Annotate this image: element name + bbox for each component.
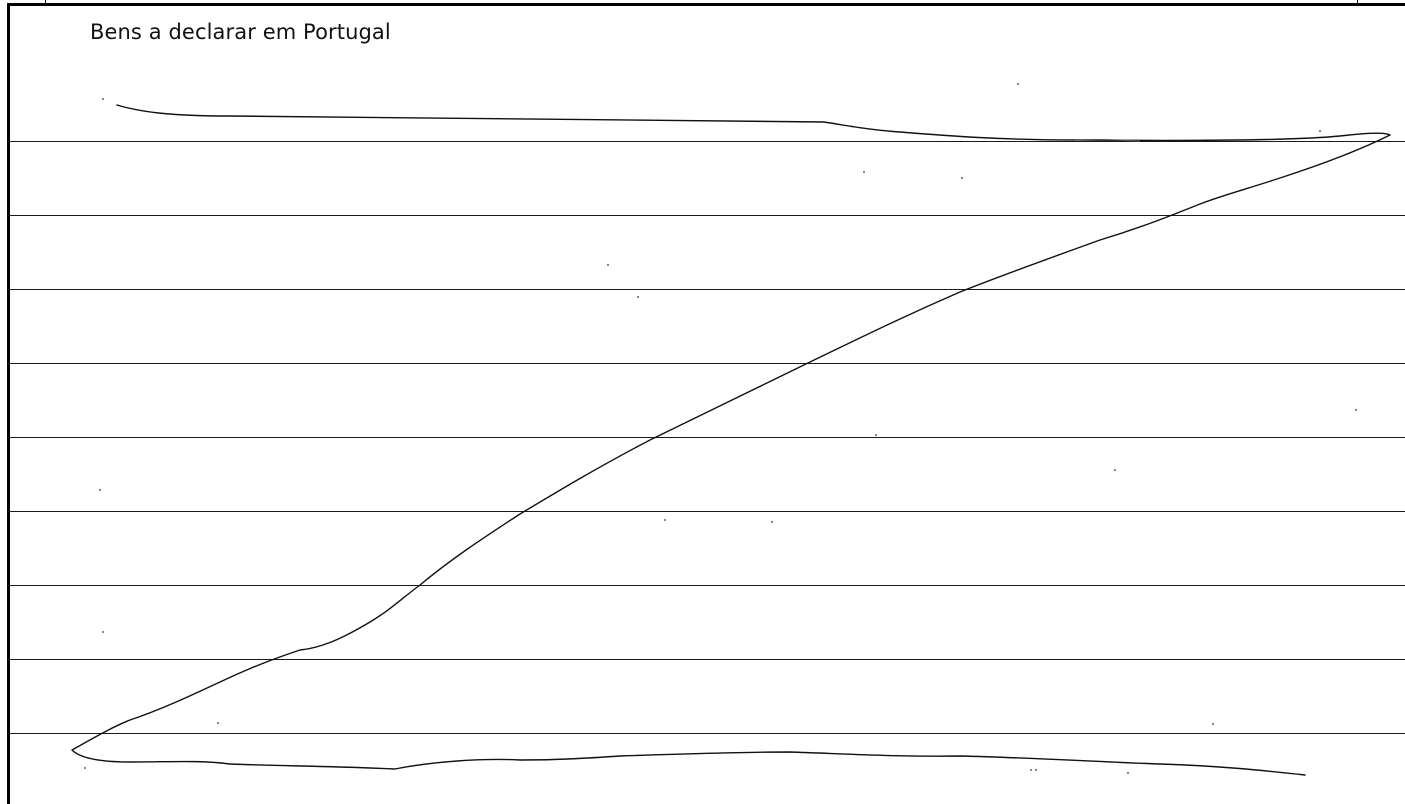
ruled-line: [10, 437, 1405, 438]
ruled-line: [10, 733, 1405, 734]
ruled-line: [10, 585, 1405, 586]
ruled-line: [10, 363, 1405, 364]
ruled-line: [10, 215, 1405, 216]
frame-corner-tick: [1357, 0, 1358, 5]
ruled-line: [10, 289, 1405, 290]
form-frame-top-border: [7, 3, 1405, 6]
form-frame-left-border: [7, 4, 10, 804]
ruled-line: [10, 511, 1405, 512]
ruled-line: [10, 659, 1405, 660]
section-title: Bens a declarar em Portugal: [90, 20, 391, 44]
ruled-line: [10, 141, 1405, 142]
frame-corner-tick: [45, 0, 46, 5]
